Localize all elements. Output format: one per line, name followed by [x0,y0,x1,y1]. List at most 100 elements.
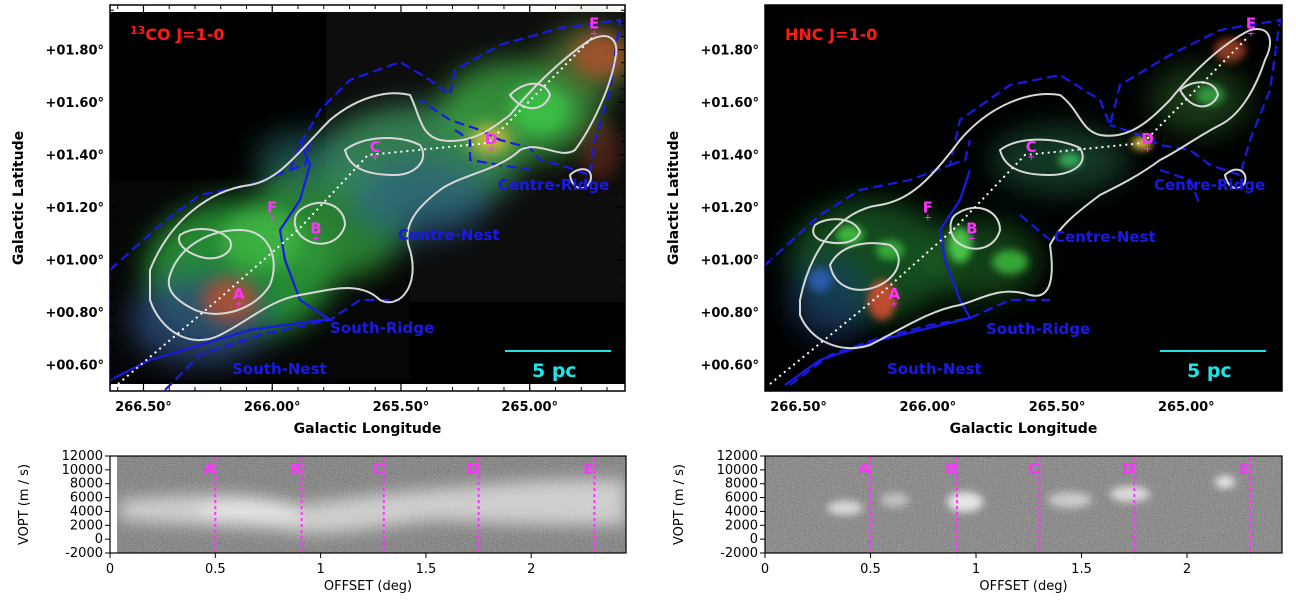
co-pv-ytick-label: 0 [95,532,103,547]
co-point-marker-f: + [268,212,276,223]
co-map-axes: 266.50° 266.00° 265.50° 265.00° +00.60° +00.8… [11,5,625,437]
hnc-point-marker-f: + [924,212,932,223]
hnc-pv-cut-label-e: E [1239,460,1249,478]
co-xtick-label: 265.50° [373,400,430,415]
co-pv-cut-label-b: B [290,460,301,478]
co-pv-image [110,456,626,553]
hnc-pv-cut-label-d: D [1122,460,1134,478]
hnc-pv-frame [764,455,1283,554]
hnc-label-centre-ridge: Centre-Ridge [1154,176,1265,194]
hnc-point-e: E [1246,15,1256,33]
hnc-pv-xtick-label: 2 [1183,562,1191,577]
co-pv-panel: A B C D E 0 0.5 1 1.5 2 1200010000800060004000200… [17,449,627,594]
co-point-c: C [370,138,381,156]
hnc-xtick-label: 266.50° [770,400,827,415]
hnc-molecule-rest: HNC J=1-0 [785,25,877,44]
co-label-south-nest: South-Nest [232,360,327,378]
co-region-solid [110,139,334,381]
co-point-marker-c: + [371,152,379,163]
co-pv-xtick-label: 2 [527,562,535,577]
co-ytick-label: +01.80° [45,44,104,59]
co-pv-ytick-label: 4000 [70,504,103,519]
hnc-pv-axes: 0 0.5 1 1.5 2120001000080006000400020000-200… [672,449,1191,594]
co-pv-cuts: A B C D E [204,458,596,553]
hnc-ytick-label: +00.80° [700,306,759,321]
hnc-pv-xlabel: OFFSET (deg) [979,579,1067,594]
hnc-pv-ytick-label: 12000 [717,449,758,464]
hnc-pv-ytick-label: 0 [750,532,758,547]
hnc-xtick-label: 265.00° [1158,400,1215,415]
hnc-point-markers: A+B+C+D+E+F+ [888,15,1256,310]
co-xtick-label: 266.00° [244,400,301,415]
hnc-pv-cut-label-c: C [1028,460,1039,478]
hnc-scale-label: 5 pc [1187,360,1232,382]
co-ylabel: Galactic Latitude [11,131,27,265]
hnc-pv-xtick-label: 1 [972,562,980,577]
co-pv-xtick-label: 0 [106,562,114,577]
co-label-centre-nest: Centre-Nest [398,226,500,244]
hnc-pv-cut-label-a: A [859,460,871,478]
hnc-point-f: F [923,198,933,216]
co-pv-ytick-label: 10000 [62,463,103,478]
hnc-ylabel: Galactic Latitude [666,131,682,265]
hnc-map-image: A+B+C+D+E+F+ HNC J=1-0 South-Nest South-… [765,5,1282,391]
hnc-pv-cuts: A B C D E [859,458,1252,553]
hnc-ytick-label: +01.60° [700,96,759,111]
hnc-point-d: D [1141,130,1153,148]
co-track-line [117,37,593,385]
hnc-xlabel: Galactic Longitude [950,421,1098,437]
hnc-pv-xtick-label: 1.5 [1071,562,1092,577]
co-pv-cut-label-a: A [204,460,216,478]
co-pv-xlabel: OFFSET (deg) [324,579,412,594]
co-ytick-label: +01.60° [45,96,104,111]
co-pv-xtick-label: 1 [316,562,324,577]
hnc-pv-ytick-label: 2000 [725,518,758,533]
co-pv-xtick-label: 1.5 [416,562,437,577]
hnc-xtick-label: 266.00° [900,400,957,415]
co-ytick-label: +01.40° [45,149,104,164]
hnc-ytick-label: +01.00° [700,254,759,269]
co-pv-ytick-label: 2000 [70,518,103,533]
co-pv-cut-label-e: E [583,460,593,478]
co-point-marker-e: + [590,29,598,40]
hnc-track-line [769,37,1248,385]
hnc-pv-ytick-label: 8000 [725,477,758,492]
co-xtick-label: 266.50° [115,400,172,415]
co-ytick-label: +00.80° [45,306,104,321]
hnc-pv-image [765,456,1282,553]
hnc-xtick-label: 265.50° [1029,400,1086,415]
hnc-label-centre-nest: Centre-Nest [1054,228,1156,246]
hnc-point-marker-e: + [1247,29,1255,40]
co-molecule-label: 13CO J=1-0 [130,24,225,44]
hnc-pv-ytick-label: 4000 [725,504,758,519]
co-point-f: F [267,198,277,216]
hnc-pv-ytick-label: 10000 [717,463,758,478]
hnc-point-marker-c: + [1027,152,1035,163]
hnc-region-outlines [765,18,1282,386]
hnc-map-panel: A+B+C+D+E+F+ HNC J=1-0 South-Nest South-… [666,4,1283,437]
hnc-label-south-nest: South-Nest [887,360,982,378]
hnc-pv-panel: A B C D E 0 0.5 1 1.5 2 1200010000800060004000200… [672,449,1283,594]
hnc-pv-ytick-label: 6000 [725,491,758,506]
co-point-d: D [485,130,497,148]
hnc-point-b: B [966,219,977,237]
hnc-pv-cut-label-b: B [945,460,956,478]
hnc-pv-xtick-label: 0 [761,562,769,577]
co-pv-ytick-label: 12000 [62,449,103,464]
co-point-e: E [589,15,599,33]
co-pv-cut-label-c: C [372,460,383,478]
hnc-map-axes: 266.50° 266.00° 265.50° 265.00° +00.60° +00.8… [666,5,1282,437]
hnc-map-frame [764,4,1283,392]
co-pv-ytick-label: 6000 [70,491,103,506]
co-ytick-label: +01.20° [45,201,104,216]
co-molecule-rest: CO J=1-0 [145,25,224,44]
co-point-marker-d: + [487,144,495,155]
hnc-point-a: A [888,285,900,303]
co-xtick-label: 265.00° [501,400,558,415]
co-pv-frame [109,455,627,554]
hnc-ytick-label: +00.60° [700,359,759,374]
co-scale-label: 5 pc [532,360,577,382]
co-map-frame [109,4,626,392]
co-point-marker-a: + [235,299,243,310]
hnc-point-marker-a: + [890,299,898,310]
